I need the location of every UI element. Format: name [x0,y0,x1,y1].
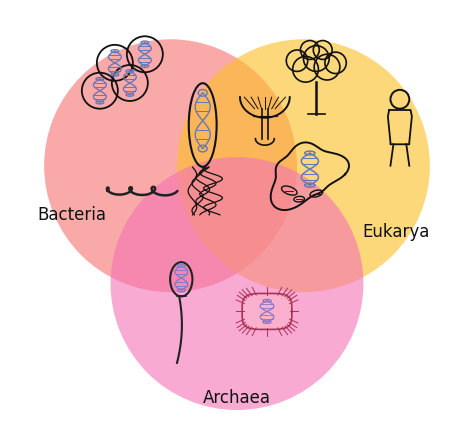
Circle shape [110,157,364,410]
Text: Eukarya: Eukarya [362,223,429,241]
Polygon shape [242,293,292,329]
Text: Archaea: Archaea [203,390,271,408]
Text: Bacteria: Bacteria [37,206,107,224]
Circle shape [177,39,430,292]
Circle shape [44,39,297,292]
